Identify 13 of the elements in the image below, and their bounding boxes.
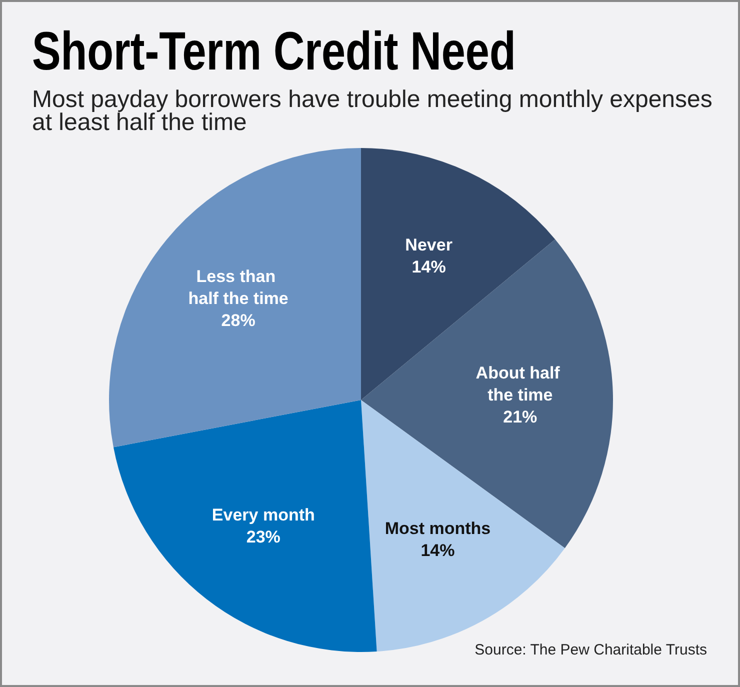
data-label: 14%: [420, 541, 455, 560]
chart-title: Short-Term Credit Need: [32, 22, 516, 82]
chart-subtitle: Most payday borrowers have trouble meeting monthly expenses at least half the time: [32, 86, 714, 136]
data-label: 28%: [221, 310, 256, 330]
data-label: 21%: [503, 408, 538, 426]
slice-label: About half the time: [476, 364, 565, 404]
data-label: 14%: [412, 257, 446, 276]
slice-label: Less than half the time: [188, 266, 288, 308]
slice-label: Every month: [212, 505, 315, 524]
slice-label: Most months: [384, 519, 491, 538]
slice-label: Never: [405, 235, 453, 254]
data-label: 23%: [246, 527, 280, 546]
source-note: Source: The Pew Charitable Trusts: [474, 642, 707, 658]
